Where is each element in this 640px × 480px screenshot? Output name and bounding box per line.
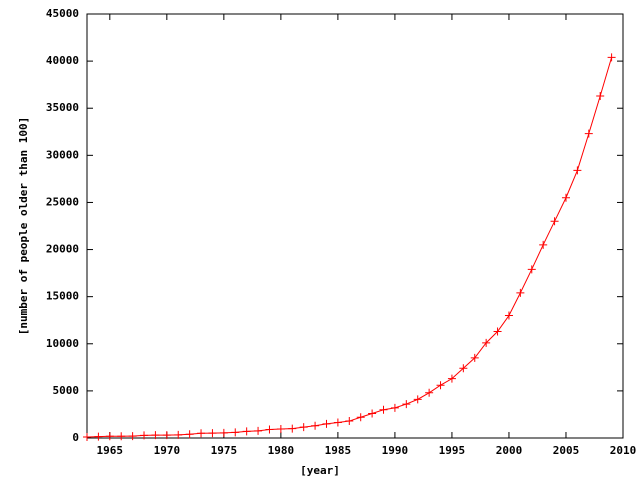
data-point [516,288,525,297]
x-tick-label: 1985 [325,444,352,457]
y-axis-label: [number of people older than 100] [17,117,30,336]
data-line [86,57,613,438]
data-point [162,431,171,440]
data-point [185,430,194,439]
y-tick-label: 45000 [46,7,79,20]
data-point [413,395,422,404]
data-point [550,217,559,226]
x-tick-label: 1975 [211,444,238,457]
data-point [390,403,399,412]
data-point [105,432,114,441]
data-point [265,425,274,434]
y-tick-label: 35000 [46,101,79,114]
data-point [117,432,126,441]
y-tick-label: 25000 [46,195,79,208]
data-point [607,53,616,62]
data-point [425,388,434,397]
data-point [402,400,411,409]
data-point [561,193,570,202]
data-point [83,433,91,442]
x-tick-label: 1995 [439,444,466,457]
data-point [174,430,183,439]
data-point [197,429,206,438]
data-point [345,417,354,426]
data-point [254,426,263,435]
data-point [333,418,342,427]
data-point [368,409,377,418]
data-point [242,427,251,436]
data-point [231,428,240,437]
data-point [94,432,103,441]
y-tick-label: 5000 [53,384,80,397]
data-point [573,166,582,175]
x-tick-label: 1980 [268,444,295,457]
data-point [208,429,217,438]
x-tick-label: 1970 [154,444,181,457]
data-point [276,425,285,434]
x-tick-label: 2010 [610,444,637,457]
y-tick-label: 40000 [46,54,79,67]
data-point [436,381,445,390]
data-point [584,129,593,138]
data-point [596,91,605,100]
data-point [151,431,160,440]
x-tick-label: 1965 [97,444,124,457]
y-tick-label: 0 [72,431,79,444]
x-tick-label: 1990 [382,444,409,457]
data-point [288,424,297,433]
y-tick-label: 20000 [46,243,79,256]
data-point [128,432,137,441]
data-point [493,327,502,336]
data-point [219,428,228,437]
data-point [140,431,149,440]
y-tick-label: 15000 [46,290,79,303]
data-point [299,423,308,432]
data-point [470,353,479,362]
data-point [311,421,320,430]
data-point [447,374,456,383]
y-tick-label: 10000 [46,337,79,350]
plot-frame [86,13,624,439]
x-tick-label: 2000 [496,444,523,457]
data-point [322,419,331,428]
data-point [482,338,491,347]
x-axis-label: [year] [300,464,340,477]
data-point [459,364,468,373]
data-point [539,240,548,249]
data-point [356,413,365,422]
data-point [504,311,513,320]
data-point [379,405,388,414]
data-point [527,265,536,274]
y-tick-label: 30000 [46,148,79,161]
x-tick-label: 2005 [553,444,580,457]
